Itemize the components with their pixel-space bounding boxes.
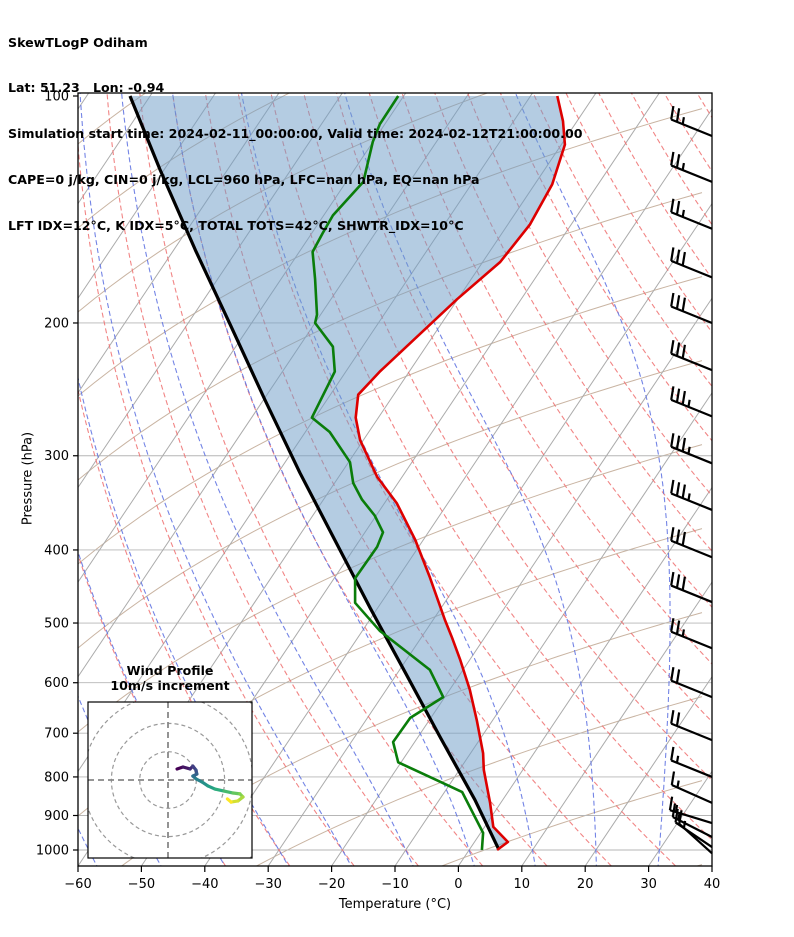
svg-text:1000: 1000 (36, 844, 69, 859)
svg-text:−40: −40 (191, 877, 218, 892)
svg-text:−10: −10 (381, 877, 408, 892)
wind-barbs (668, 105, 713, 855)
svg-text:−60: −60 (64, 877, 91, 892)
svg-text:0: 0 (454, 877, 462, 892)
hodograph-subtitle: 10m/s increment (110, 678, 230, 693)
svg-text:200: 200 (44, 316, 69, 331)
svg-text:20: 20 (577, 877, 594, 892)
hodograph-inset (87, 701, 253, 859)
svg-text:300: 300 (44, 449, 69, 464)
svg-text:800: 800 (44, 770, 69, 785)
svg-text:700: 700 (44, 727, 69, 742)
svg-text:400: 400 (44, 543, 69, 558)
header-latlon: Lat: 51.23 Lon: -0.94 (8, 80, 165, 96)
x-axis-label: Temperature (°C) (338, 897, 452, 912)
svg-text:−20: −20 (318, 877, 345, 892)
svg-text:−30: −30 (254, 877, 281, 892)
header-times: Simulation start time: 2024-02-11_00:00:… (8, 126, 583, 142)
y-axis-label: Pressure (hPa) (20, 431, 36, 526)
svg-text:40: 40 (704, 877, 721, 892)
hodograph-title: Wind Profile (126, 663, 214, 678)
parcel-line (128, 95, 500, 850)
svg-text:900: 900 (44, 809, 69, 824)
svg-text:30: 30 (640, 877, 657, 892)
header-cape-indices: CAPE=0 j/kg, CIN=0 j/kg, LCL=960 hPa, LF… (8, 172, 480, 188)
svg-text:10: 10 (514, 877, 531, 892)
sounding-fill (130, 96, 565, 850)
svg-text:−50: −50 (128, 877, 155, 892)
header-stability-indices: LFT IDX=12°C, K IDX=5°C, TOTAL TOTS=42°C… (8, 218, 464, 234)
svg-text:600: 600 (44, 676, 69, 691)
dewpoint-line (310, 95, 485, 851)
svg-text:100: 100 (44, 90, 69, 105)
page-title: SkewTLogP Odiham (8, 34, 148, 50)
temperature-line (354, 95, 567, 852)
svg-text:500: 500 (44, 617, 69, 632)
hodograph-header: Wind Profile 10m/s increment (86, 663, 254, 693)
header-block: SkewTLogP Odiham Lat: 51.23 Lon: -0.94 S… (8, 4, 582, 264)
